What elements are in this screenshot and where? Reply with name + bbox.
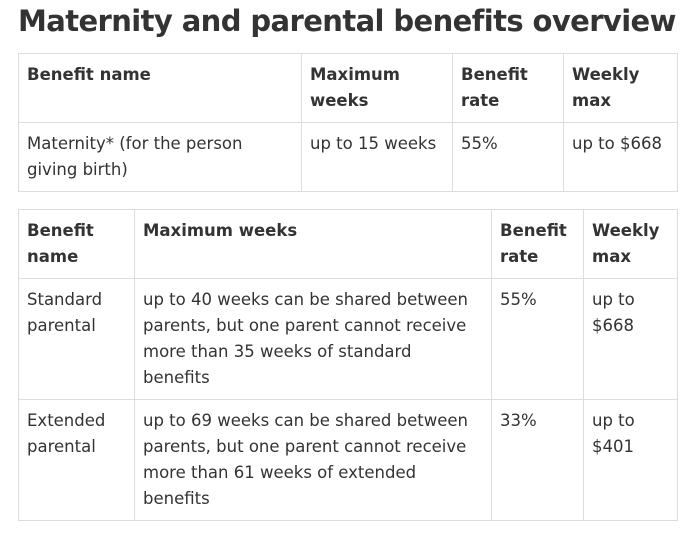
cell-weekly-max: up to $668 bbox=[563, 122, 678, 192]
header-benefit-rate: Benefit rate bbox=[491, 209, 584, 279]
header-maximum-weeks: Maximum weeks bbox=[134, 209, 492, 279]
cell-benefit-rate: 55% bbox=[452, 122, 564, 192]
cell-weekly-max: up to $668 bbox=[583, 278, 678, 400]
header-weekly-max: Weekly max bbox=[563, 53, 678, 123]
cell-benefit-name: Extended parental bbox=[18, 399, 135, 521]
table-header-row: Benefit name Maximum weeks Benefit rate … bbox=[18, 53, 678, 123]
cell-benefit-name: Standard parental bbox=[18, 278, 135, 400]
cell-benefit-rate: 55% bbox=[491, 278, 584, 400]
table-row: Maternity* (for the person giving birth)… bbox=[18, 122, 678, 192]
header-benefit-rate: Benefit rate bbox=[452, 53, 564, 123]
cell-benefit-name: Maternity* (for the person giving birth) bbox=[18, 122, 302, 192]
cell-maximum-weeks: up to 69 weeks can be shared between par… bbox=[134, 399, 492, 521]
header-benefit-name: Benefit name bbox=[18, 209, 135, 279]
cell-weekly-max: up to $401 bbox=[583, 399, 678, 521]
parental-benefits-table: Benefit name Maximum weeks Benefit rate … bbox=[18, 209, 678, 521]
cell-benefit-rate: 33% bbox=[491, 399, 584, 521]
table-row: Standard parental up to 40 weeks can be … bbox=[18, 278, 678, 400]
header-benefit-name: Benefit name bbox=[18, 53, 302, 123]
table-row: Extended parental up to 69 weeks can be … bbox=[18, 399, 678, 521]
header-weekly-max: Weekly max bbox=[583, 209, 678, 279]
cell-maximum-weeks: up to 40 weeks can be shared between par… bbox=[134, 278, 492, 400]
table-header-row: Benefit name Maximum weeks Benefit rate … bbox=[18, 209, 678, 279]
page-title: Maternity and parental benefits overview bbox=[18, 4, 676, 38]
maternity-benefits-table: Benefit name Maximum weeks Benefit rate … bbox=[18, 53, 678, 192]
cell-maximum-weeks: up to 15 weeks bbox=[301, 122, 453, 192]
header-maximum-weeks: Maximum weeks bbox=[301, 53, 453, 123]
